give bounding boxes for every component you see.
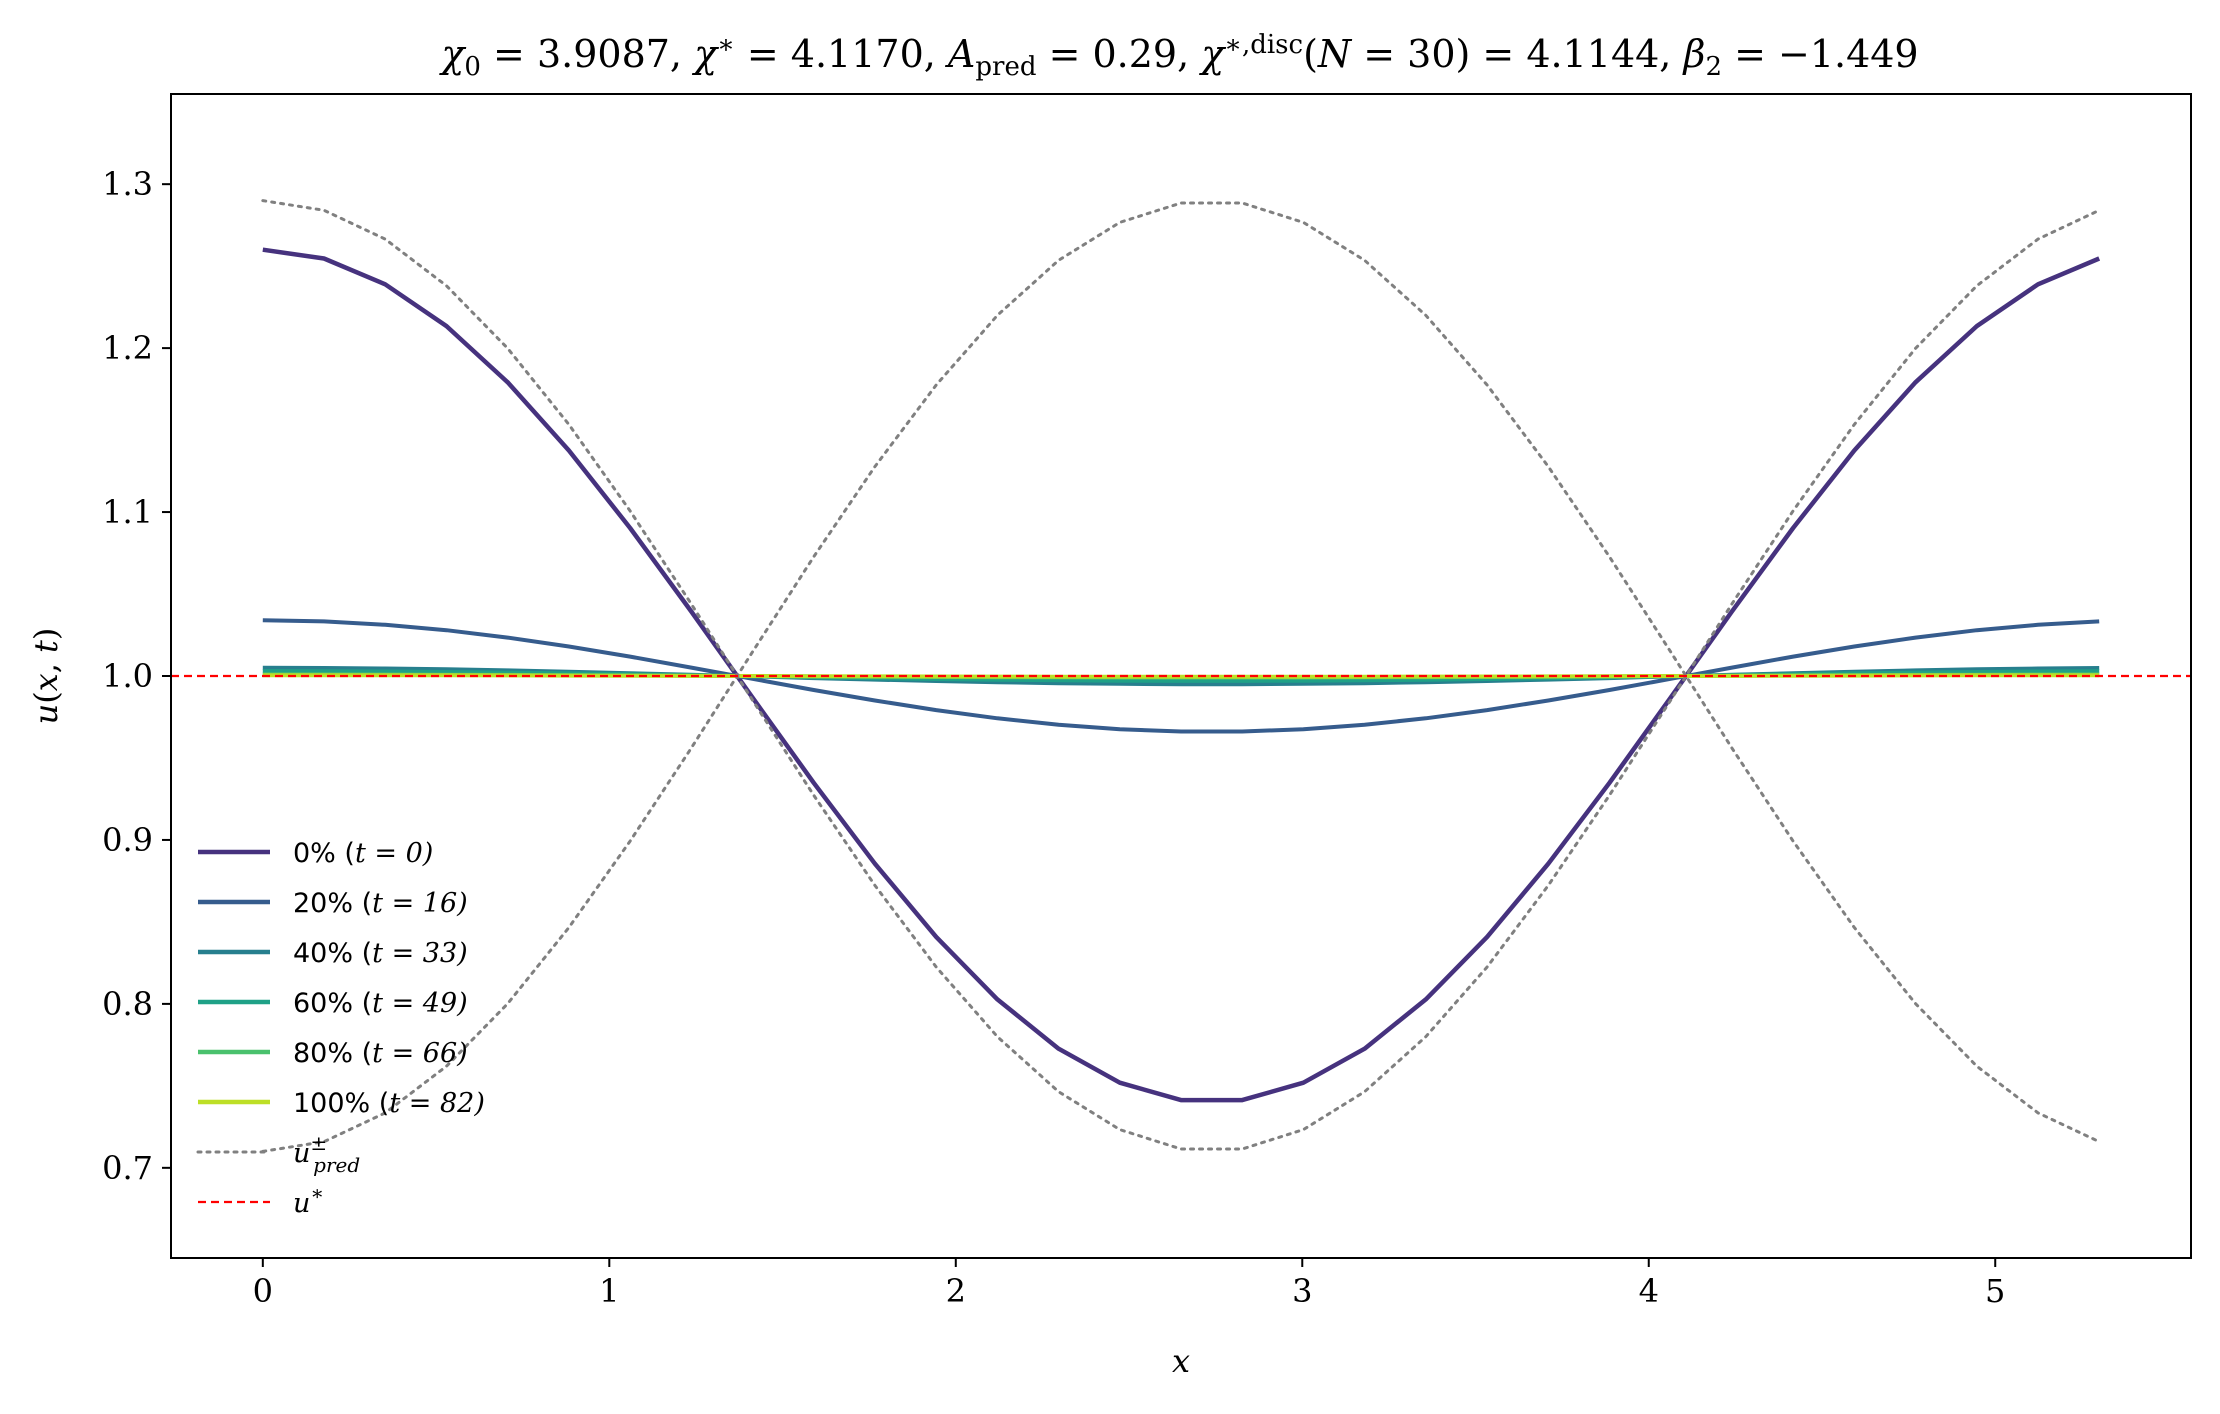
legend: 0% (t = 0) 20% (t = 16) 40% (t = 33) 60% (t…	[196, 838, 485, 1219]
x-tick-label: 5	[1985, 1272, 2005, 1310]
plot-layer	[171, 199, 2191, 1153]
y-tick-label: 1.0	[102, 657, 153, 695]
y-axis-label: u(x, t)	[27, 628, 65, 725]
legend-label: u± pred	[293, 1131, 360, 1177]
y-tick-label: 1.3	[102, 165, 153, 203]
y-tick-label: 0.8	[102, 985, 153, 1023]
x-tick-label: 2	[946, 1272, 966, 1310]
legend-label: 100% (t = 82)	[293, 1088, 485, 1119]
x-tick-label: 4	[1639, 1272, 1659, 1310]
series-line-u-pred-plus	[261, 199, 2101, 1151]
series-line-u-pred-minus	[261, 201, 2101, 1153]
x-tick-label: 0	[253, 1272, 273, 1310]
legend-label: u∗	[293, 1181, 324, 1219]
x-tick-label: 1	[599, 1272, 619, 1310]
legend-label: 20% (t = 16)	[293, 888, 468, 919]
legend-label: 0% (t = 0)	[293, 838, 433, 869]
y-tick-label: 1.2	[102, 329, 153, 367]
legend-label: 60% (t = 49)	[293, 988, 468, 1019]
y-tick-label: 0.7	[102, 1149, 153, 1187]
x-tick-label: 3	[1292, 1272, 1312, 1310]
legend-label: 80% (t = 66)	[293, 1038, 468, 1069]
y-tick-label: 1.1	[102, 493, 153, 531]
y-tick-label: 0.9	[102, 821, 153, 859]
series-1-line	[262, 618, 2100, 734]
legend-label: 40% (t = 33)	[293, 938, 468, 969]
ticks-layer: 0 1 2 3 4 5 0.7 0.8 0.9 1.0 1.1 1.2 1.3	[102, 165, 2005, 1310]
x-axis-label: x	[1172, 1342, 1190, 1380]
series-0-line	[262, 247, 2101, 1103]
chart-title: χ0 = 3.9087, χ∗ = 4.1170, Apred = 0.29, …	[438, 30, 1918, 82]
